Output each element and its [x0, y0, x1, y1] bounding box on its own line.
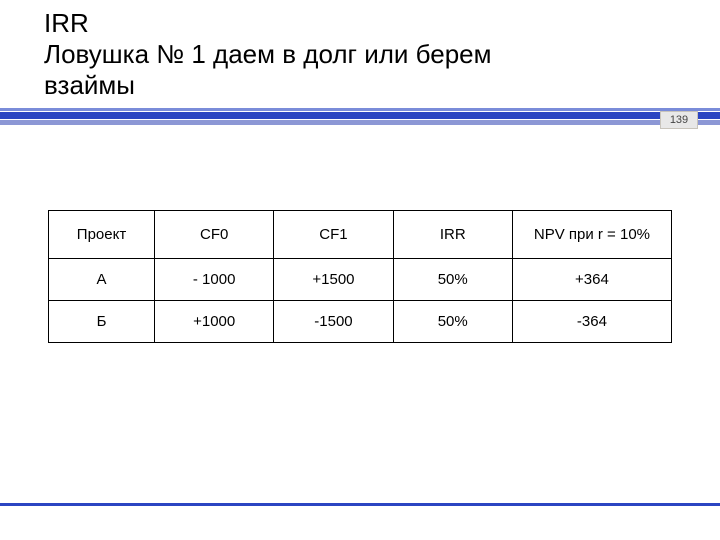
cell: 50%	[393, 300, 512, 342]
cell: -1500	[274, 300, 393, 342]
col-header-cf1: CF1	[274, 210, 393, 258]
col-header-irr: IRR	[393, 210, 512, 258]
cell: +1000	[155, 300, 274, 342]
cell: +1500	[274, 258, 393, 300]
table-row: А - 1000 +1500 50% +364	[49, 258, 672, 300]
band-stripe-top	[0, 108, 720, 111]
cell: Б	[49, 300, 155, 342]
decorative-band: 139	[0, 108, 720, 130]
irr-table: Проект CF0 CF1 IRR NPV при r = 10% А - 1…	[48, 210, 672, 343]
cell: -364	[512, 300, 671, 342]
cell: +364	[512, 258, 671, 300]
slide-title: IRR Ловушка № 1 даем в долг или берем вз…	[44, 8, 720, 102]
title-line-2: Ловушка № 1 даем в долг или берем	[44, 39, 492, 69]
page-number: 139	[670, 114, 688, 126]
col-header-project: Проект	[49, 210, 155, 258]
band-stripe-main	[0, 112, 720, 119]
band-stripe-bottom	[0, 120, 720, 125]
col-header-npv: NPV при r = 10%	[512, 210, 671, 258]
cell: 50%	[393, 258, 512, 300]
page-number-badge: 139	[660, 111, 698, 129]
table-header-row: Проект CF0 CF1 IRR NPV при r = 10%	[49, 210, 672, 258]
col-header-cf0: CF0	[155, 210, 274, 258]
slide-title-area: IRR Ловушка № 1 даем в долг или берем вз…	[0, 0, 720, 108]
cell: - 1000	[155, 258, 274, 300]
title-line-1: IRR	[44, 8, 89, 38]
footer-rule	[0, 503, 720, 506]
title-line-3: взаймы	[44, 70, 135, 100]
content-area: Проект CF0 CF1 IRR NPV при r = 10% А - 1…	[0, 130, 720, 343]
cell: А	[49, 258, 155, 300]
table-row: Б +1000 -1500 50% -364	[49, 300, 672, 342]
